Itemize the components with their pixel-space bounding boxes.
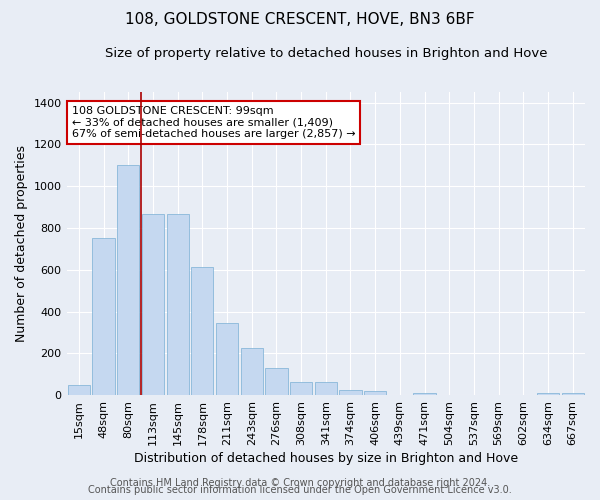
Bar [241,348,263,395]
Bar [142,214,164,395]
Bar [562,393,584,395]
Bar [117,166,139,395]
Bar [265,368,287,395]
Bar [537,393,559,395]
Bar [92,238,115,395]
Bar [290,382,312,395]
Bar [167,214,189,395]
X-axis label: Distribution of detached houses by size in Brighton and Hove: Distribution of detached houses by size … [134,452,518,465]
Bar [314,382,337,395]
Y-axis label: Number of detached properties: Number of detached properties [15,145,28,342]
Title: Size of property relative to detached houses in Brighton and Hove: Size of property relative to detached ho… [104,48,547,60]
Bar [340,390,362,395]
Text: 108 GOLDSTONE CRESCENT: 99sqm
← 33% of detached houses are smaller (1,409)
67% o: 108 GOLDSTONE CRESCENT: 99sqm ← 33% of d… [72,106,355,139]
Text: Contains HM Land Registry data © Crown copyright and database right 2024.: Contains HM Land Registry data © Crown c… [110,478,490,488]
Bar [68,384,90,395]
Text: Contains public sector information licensed under the Open Government Licence v3: Contains public sector information licen… [88,485,512,495]
Bar [364,391,386,395]
Bar [191,266,214,395]
Bar [216,323,238,395]
Bar [413,393,436,395]
Text: 108, GOLDSTONE CRESCENT, HOVE, BN3 6BF: 108, GOLDSTONE CRESCENT, HOVE, BN3 6BF [125,12,475,28]
